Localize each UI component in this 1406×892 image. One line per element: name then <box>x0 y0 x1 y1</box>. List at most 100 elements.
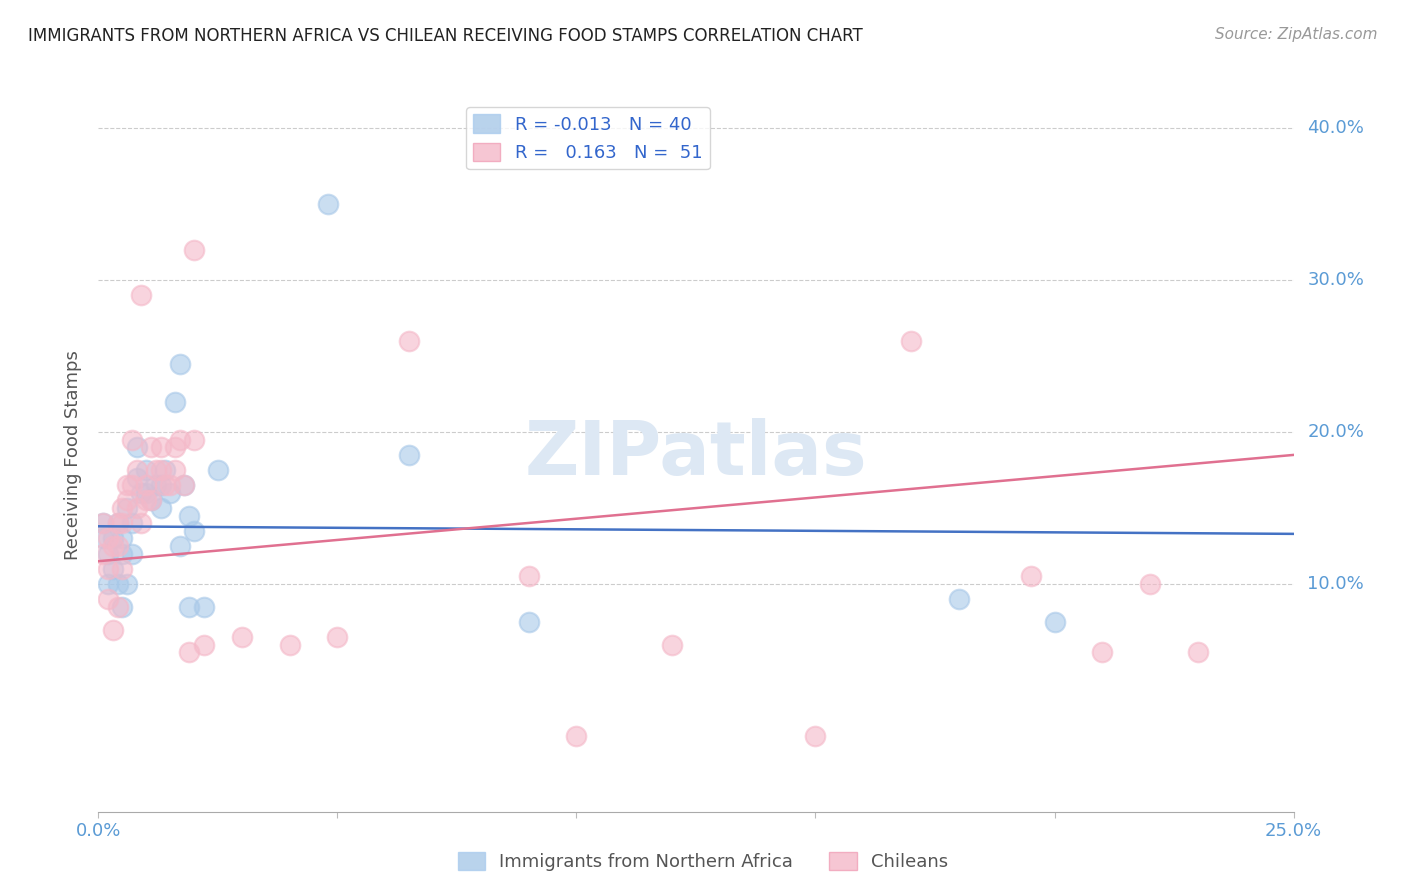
Point <box>1019 569 1042 583</box>
Point <box>125 501 148 516</box>
Point <box>115 493 138 508</box>
Point <box>159 486 181 500</box>
Point <box>111 516 134 531</box>
Point <box>193 599 215 614</box>
Point <box>91 547 114 561</box>
Point <box>1187 645 1209 659</box>
Point <box>948 592 970 607</box>
Point <box>107 577 129 591</box>
Point <box>131 516 153 531</box>
Point <box>173 478 195 492</box>
Point <box>517 615 540 629</box>
Point <box>149 463 172 477</box>
Point <box>207 463 229 477</box>
Point <box>91 516 114 531</box>
Point <box>111 532 134 546</box>
Point <box>145 463 167 477</box>
Point <box>115 478 138 492</box>
Point <box>183 433 205 447</box>
Point <box>131 486 153 500</box>
Legend: R = -0.013   N = 40, R =   0.163   N =  51: R = -0.013 N = 40, R = 0.163 N = 51 <box>465 107 710 169</box>
Point <box>97 532 120 546</box>
Point <box>169 357 191 371</box>
Text: ZIPatlas: ZIPatlas <box>524 418 868 491</box>
Point <box>97 577 120 591</box>
Point <box>900 334 922 348</box>
Text: Source: ZipAtlas.com: Source: ZipAtlas.com <box>1215 27 1378 42</box>
Point <box>121 547 143 561</box>
Point <box>517 569 540 583</box>
Point <box>121 433 143 447</box>
Point <box>179 645 201 659</box>
Point <box>139 493 162 508</box>
Point <box>97 547 120 561</box>
Point <box>107 599 129 614</box>
Point <box>163 463 186 477</box>
Point <box>101 532 124 546</box>
Text: 20.0%: 20.0% <box>1308 423 1364 442</box>
Point <box>193 638 215 652</box>
Point <box>149 478 172 492</box>
Point <box>183 243 205 257</box>
Point <box>115 501 138 516</box>
Point <box>125 471 148 485</box>
Point <box>278 638 301 652</box>
Point <box>101 562 124 576</box>
Point <box>173 478 195 492</box>
Point <box>91 516 114 531</box>
Point <box>121 516 143 531</box>
Point <box>135 463 157 477</box>
Point <box>135 493 157 508</box>
Point <box>111 501 134 516</box>
Point <box>91 532 114 546</box>
Point <box>107 516 129 531</box>
Point <box>125 440 148 454</box>
Point <box>139 493 162 508</box>
Point <box>169 539 191 553</box>
Point <box>101 539 124 553</box>
Point <box>159 478 181 492</box>
Point <box>163 394 186 409</box>
Point <box>145 478 167 492</box>
Point <box>169 433 191 447</box>
Point <box>661 638 683 652</box>
Point <box>135 486 157 500</box>
Point <box>149 501 172 516</box>
Legend: Immigrants from Northern Africa, Chileans: Immigrants from Northern Africa, Chilean… <box>451 845 955 879</box>
Point <box>97 592 120 607</box>
Point <box>316 197 339 211</box>
Point <box>115 577 138 591</box>
Point <box>179 599 201 614</box>
Point <box>804 729 827 743</box>
Point <box>155 463 177 477</box>
Point <box>183 524 205 538</box>
Point <box>1043 615 1066 629</box>
Point <box>139 440 162 454</box>
Point <box>231 630 253 644</box>
Text: 40.0%: 40.0% <box>1308 120 1364 137</box>
Point <box>97 562 120 576</box>
Y-axis label: Receiving Food Stamps: Receiving Food Stamps <box>65 350 83 560</box>
Point <box>163 440 186 454</box>
Text: 10.0%: 10.0% <box>1308 575 1364 593</box>
Point <box>125 463 148 477</box>
Text: 30.0%: 30.0% <box>1308 271 1364 289</box>
Point <box>155 478 177 492</box>
Point <box>107 539 129 553</box>
Point <box>326 630 349 644</box>
Point <box>135 478 157 492</box>
Point <box>111 599 134 614</box>
Text: IMMIGRANTS FROM NORTHERN AFRICA VS CHILEAN RECEIVING FOOD STAMPS CORRELATION CHA: IMMIGRANTS FROM NORTHERN AFRICA VS CHILE… <box>28 27 863 45</box>
Point <box>1139 577 1161 591</box>
Point <box>121 478 143 492</box>
Point <box>565 729 588 743</box>
Point <box>179 508 201 523</box>
Point <box>101 623 124 637</box>
Point <box>107 516 129 531</box>
Point <box>111 547 134 561</box>
Point <box>398 448 420 462</box>
Point <box>111 562 134 576</box>
Point <box>1091 645 1114 659</box>
Point <box>398 334 420 348</box>
Point <box>131 288 153 302</box>
